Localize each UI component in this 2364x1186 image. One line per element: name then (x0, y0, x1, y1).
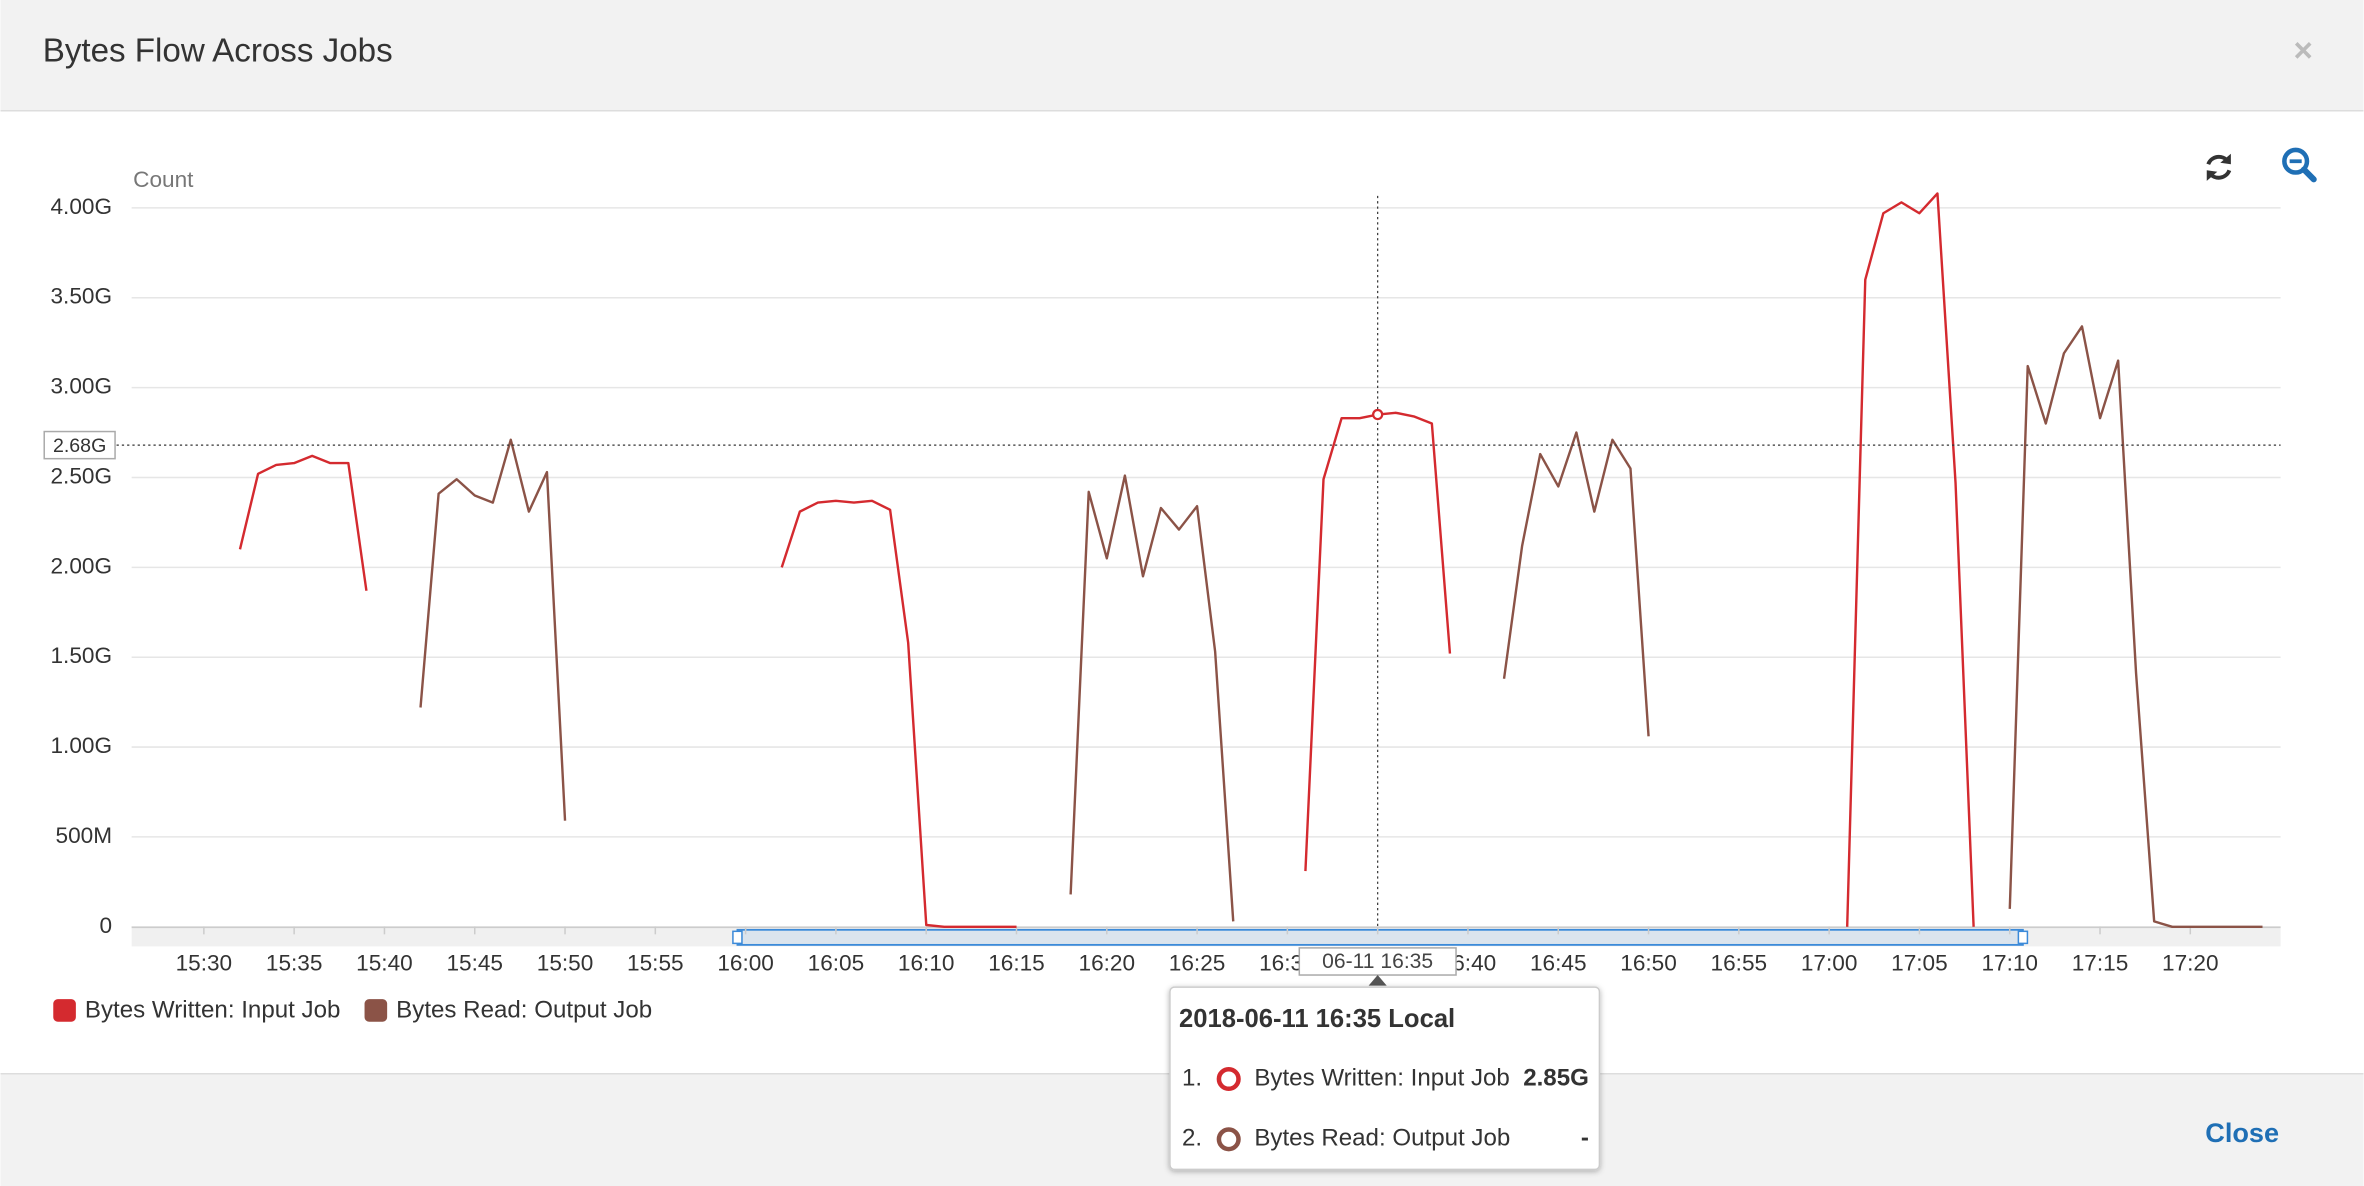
hover-point (1372, 408, 1384, 421)
x-tick-label: 16:15 (988, 950, 1045, 975)
series-line (238, 192, 1975, 929)
navigator-handle (2017, 930, 2029, 945)
tooltip-value: - (1581, 1125, 1589, 1152)
x-tick-label: 15:30 (176, 950, 233, 975)
x-tick-label: 15:45 (446, 950, 503, 975)
x-tick-label: 16:00 (717, 950, 774, 975)
crosshair-pointer (1368, 975, 1387, 986)
x-tick-label: 16:50 (1620, 950, 1677, 975)
legend-swatch (53, 999, 76, 1022)
navigator-track (131, 928, 2281, 947)
legend-swatch (364, 999, 388, 1022)
tooltip-series: Bytes Written: Input Job (1254, 1064, 1510, 1091)
dialog-title: Bytes Flow Across Jobs (43, 32, 393, 69)
x-tick-label: 16:20 (1079, 950, 1136, 975)
y-tick-label: 4.00G (50, 194, 112, 219)
x-tick-label: 15:55 (627, 950, 684, 975)
y-tick-label: 1.50G (50, 643, 112, 668)
x-tick-label: 15:35 (266, 950, 323, 975)
dialog-header (0, 0, 2364, 111)
tooltip-marker (1216, 1127, 1241, 1152)
tooltip-index: 2. (1182, 1125, 1202, 1152)
x-tick-label: 17:10 (1981, 950, 2038, 975)
tooltip-box (1169, 986, 1601, 1171)
tooltip-title: 2018-06-11 16:35 Local (1179, 1005, 1455, 1033)
y-tick-label: 3.50G (50, 284, 112, 309)
x-tick-label: 16:55 (1711, 950, 1768, 975)
x-tick-label: 17:15 (2072, 950, 2129, 975)
x-tick-label: 16:05 (808, 950, 865, 975)
x-tick-label: 17:00 (1801, 950, 1858, 975)
navigator-range (736, 928, 2024, 946)
y-tick-label: 1.00G (50, 733, 112, 758)
crosshair-y-label-box (43, 430, 116, 460)
legend-label: Bytes Written: Input Job (85, 997, 341, 1024)
crosshair-x-label: 06-11 16:35 (1322, 950, 1433, 973)
x-tick-label: 17:05 (1891, 950, 1948, 975)
x-tick-label: 15:50 (537, 950, 594, 975)
y-tick-label: 0 (99, 913, 112, 938)
legend-label: Bytes Read: Output Job (396, 997, 652, 1024)
tooltip-series: Bytes Read: Output Job (1254, 1125, 1510, 1152)
crosshair-y-label: 2.68G (53, 435, 106, 457)
y-tick-label: 2.00G (50, 553, 112, 578)
tooltip-marker (1216, 1066, 1241, 1092)
x-tick-label: 16:45 (1530, 950, 1587, 975)
tooltip-index: 1. (1182, 1064, 1202, 1091)
y-tick-label: 500M (56, 823, 113, 848)
series-line (419, 325, 2263, 929)
zoom-icon[interactable] (2282, 147, 2317, 183)
tooltip-value: 2.85G (1523, 1064, 1589, 1091)
close-button[interactable]: Close (2205, 1117, 2279, 1148)
x-tick-label: 16:10 (898, 950, 955, 975)
x-tick-label: 15:40 (356, 950, 413, 975)
y-tick-label: 3.00G (50, 374, 112, 399)
y-axis-title: Count (133, 167, 194, 192)
close-icon[interactable]: × (2294, 32, 2313, 69)
x-tick-label: 17:20 (2162, 950, 2219, 975)
refresh-icon[interactable] (2206, 153, 2232, 181)
crosshair-x-label-box (1298, 947, 1457, 976)
navigator-handle (732, 930, 743, 945)
y-tick-label: 2.50G (50, 463, 112, 488)
x-tick-label: 16:25 (1169, 950, 1226, 975)
